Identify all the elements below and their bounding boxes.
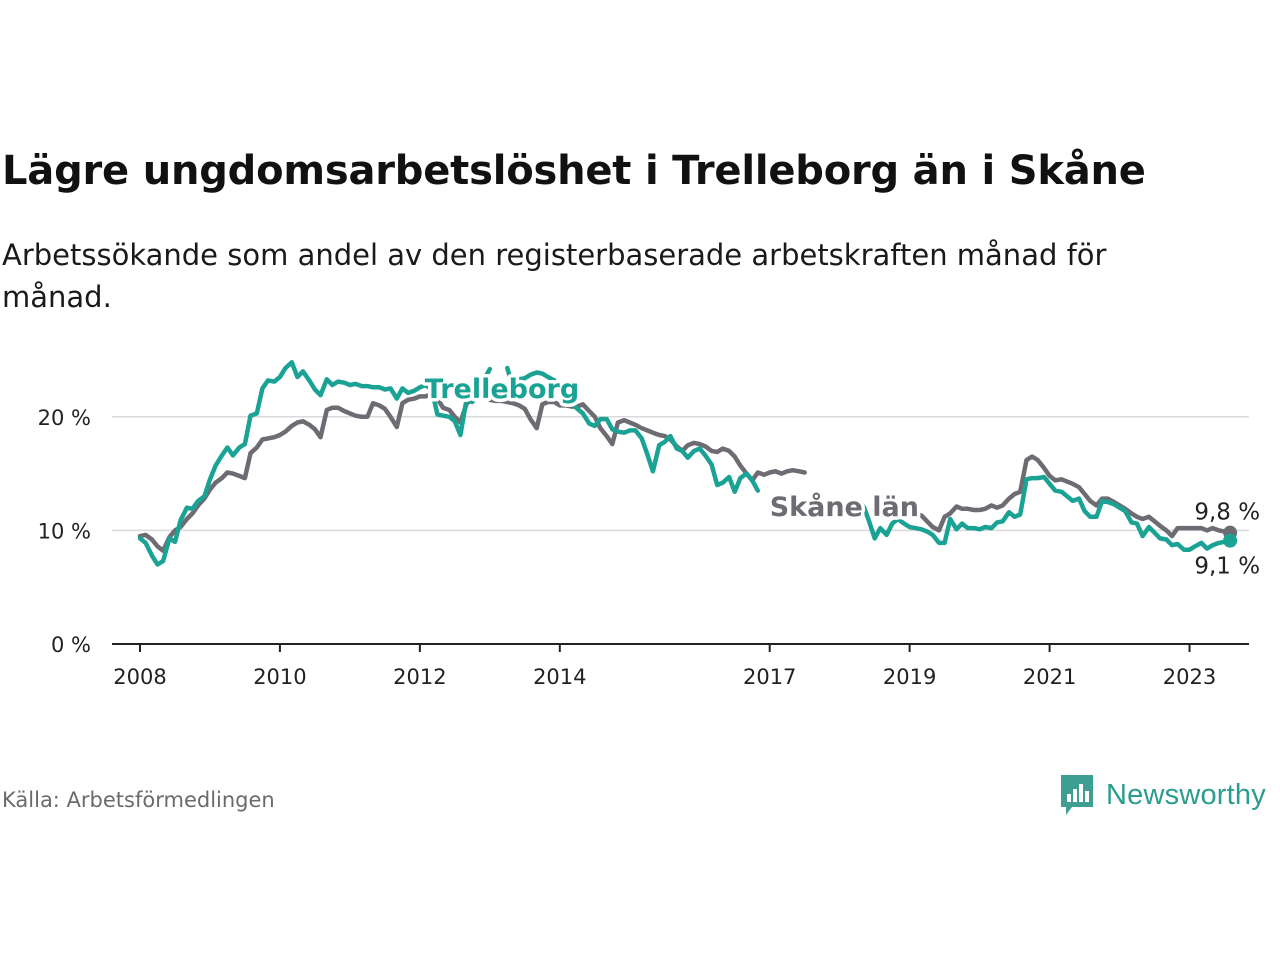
newsworthy-logo[interactable]: Newsworthy (1058, 772, 1266, 818)
x-tick-label: 2023 (1163, 665, 1216, 689)
page-title: Lägre ungdomsarbetslöshet i Trelleborg ä… (2, 148, 1146, 194)
page-subtitle: Arbetssökande som andel av den registerb… (2, 238, 1107, 314)
x-tick-label: 2010 (253, 665, 306, 689)
x-tick-label: 2014 (533, 665, 586, 689)
x-tick-label: 2021 (1023, 665, 1076, 689)
brand-name: Newsworthy (1106, 778, 1266, 811)
y-tick-label: 20 % (38, 406, 91, 430)
end-point-trelleborg (1223, 533, 1238, 548)
source-note: Källa: Arbetsförmedlingen (2, 788, 275, 812)
series-label-trelleborg: Trelleborg (425, 374, 579, 405)
line-chart: 0 % 10 % 20 % 2008 2010 2012 2014 2017 2019 2021 2… (38, 360, 1260, 689)
x-tick-label: 2012 (393, 665, 446, 689)
newsworthy-logo-icon (1061, 775, 1093, 815)
y-tick-label: 10 % (38, 519, 91, 543)
series-line-trelleborg (788, 503, 797, 510)
series-line-trelleborg (858, 474, 1233, 552)
x-tick-label: 2008 (113, 665, 166, 689)
x-tick-label: 2017 (743, 665, 796, 689)
series-label-skane: Skåne län (770, 491, 919, 523)
y-tick-label: 0 % (51, 633, 91, 657)
end-label-trelleborg: 9,1 % (1194, 554, 1260, 580)
end-label-skane: 9,8 % (1194, 500, 1260, 526)
series-line-trelleborg (505, 365, 761, 495)
x-tick-label: 2019 (883, 665, 936, 689)
series-line-skane (137, 391, 807, 554)
series-line-trelleborg (137, 360, 493, 567)
series-line-skane (889, 454, 1233, 539)
